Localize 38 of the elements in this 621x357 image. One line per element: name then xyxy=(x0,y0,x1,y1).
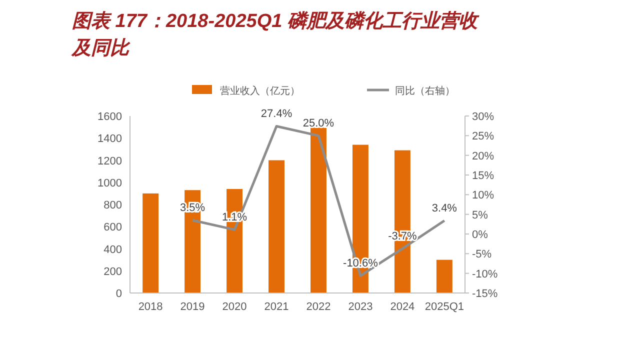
y-tick-label: 200 xyxy=(104,266,122,278)
y-tick-label: 800 xyxy=(104,200,122,212)
legend-label: 同比（右轴） xyxy=(395,85,455,97)
x-tick-label: 2023 xyxy=(348,301,373,313)
y2-tick-label: 25% xyxy=(472,130,494,143)
y-tick-label: 1400 xyxy=(98,133,122,146)
data-label: 27.4% xyxy=(260,108,292,120)
y-tick-label: 600 xyxy=(104,222,122,234)
x-tick-label: 2019 xyxy=(180,301,205,313)
y2-tick-label: 15% xyxy=(472,170,494,182)
bar xyxy=(436,260,452,293)
y2-tick-label: 0% xyxy=(472,229,488,241)
x-tick-label: 2020 xyxy=(222,301,247,313)
x-tick-label: 2018 xyxy=(138,301,163,313)
bar xyxy=(268,160,284,293)
data-label: 3.4% xyxy=(432,202,458,215)
data-label: 25.0% xyxy=(302,118,334,130)
y-tick-label: 1000 xyxy=(98,177,122,190)
x-tick-label: 2022 xyxy=(306,301,331,313)
y2-tick-label: 20% xyxy=(472,150,494,162)
y-tick-label: 0 xyxy=(116,288,122,300)
data-label: -10.6% xyxy=(343,258,378,270)
chart-title: 图表 177：2018-2025Q1 磷肥及磷化工行业营收及同比 xyxy=(71,10,480,59)
y-tick-label: 400 xyxy=(104,244,122,256)
x-tick-label: 2025Q1 xyxy=(424,301,464,313)
y2-tick-label: 30% xyxy=(472,111,494,123)
x-tick-label: 2024 xyxy=(390,301,415,313)
y2-tick-label: -5% xyxy=(472,248,492,261)
y2-tick-label: -10% xyxy=(472,268,498,280)
y-tick-label: 1600 xyxy=(98,111,122,123)
y2-tick-label: -15% xyxy=(472,288,498,300)
y2-tick-label: 5% xyxy=(472,209,488,222)
bar xyxy=(142,193,159,293)
x-tick-label: 2021 xyxy=(264,301,289,313)
y-tick-label: 1200 xyxy=(98,155,122,168)
bar xyxy=(310,127,326,293)
legend-label: 营业收入（亿元） xyxy=(220,85,300,97)
y2-tick-label: 10% xyxy=(472,190,494,202)
